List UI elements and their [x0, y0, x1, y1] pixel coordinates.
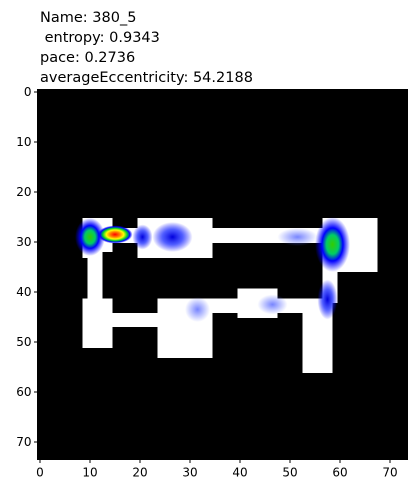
- heat-spot: [152, 222, 193, 252]
- heat-spot: [132, 224, 153, 250]
- y-tick-label: 50: [16, 335, 31, 349]
- axes-frame: [37, 89, 408, 460]
- y-tick-label: 30: [16, 235, 31, 249]
- title-line: entropy: 0.9343: [40, 30, 160, 46]
- corridor: [212, 298, 238, 313]
- heat-spot: [75, 218, 105, 256]
- x-tick-label: 30: [182, 466, 197, 480]
- x-tick-label: 10: [82, 466, 97, 480]
- title-block: Name: 380_5 entropy: 0.9343 pace: 0.2736 a…: [40, 10, 253, 86]
- room: [82, 298, 113, 348]
- x-tick-label: 70: [382, 466, 397, 480]
- x-tick-label: 20: [132, 466, 147, 480]
- x-tick-label: 40: [232, 466, 247, 480]
- x-tick-label: 50: [282, 466, 297, 480]
- title-line: averageEccentricity: 54.2188: [40, 70, 253, 86]
- title-line: Name: 380_5: [40, 10, 136, 26]
- heat-spot: [315, 217, 350, 272]
- heat-spot: [185, 297, 210, 322]
- corridor: [112, 313, 158, 327]
- y-tick-label: 0: [24, 85, 32, 99]
- heat-spot: [317, 279, 338, 320]
- y-tick-label: 40: [16, 285, 31, 299]
- heat-spot: [257, 294, 288, 315]
- corridor: [87, 252, 103, 299]
- title-line: pace: 0.2736: [40, 50, 135, 66]
- heat-spot: [277, 228, 318, 246]
- y-tick-label: 70: [16, 435, 31, 449]
- x-tick-label: 60: [332, 466, 347, 480]
- y-tick-label: 10: [16, 135, 31, 149]
- y-tick-label: 60: [16, 385, 31, 399]
- y-tick-label: 20: [16, 185, 31, 199]
- image: [37, 89, 408, 460]
- heat-spot: [97, 225, 133, 244]
- x-tick-label: 0: [36, 466, 44, 480]
- map: [75, 217, 378, 373]
